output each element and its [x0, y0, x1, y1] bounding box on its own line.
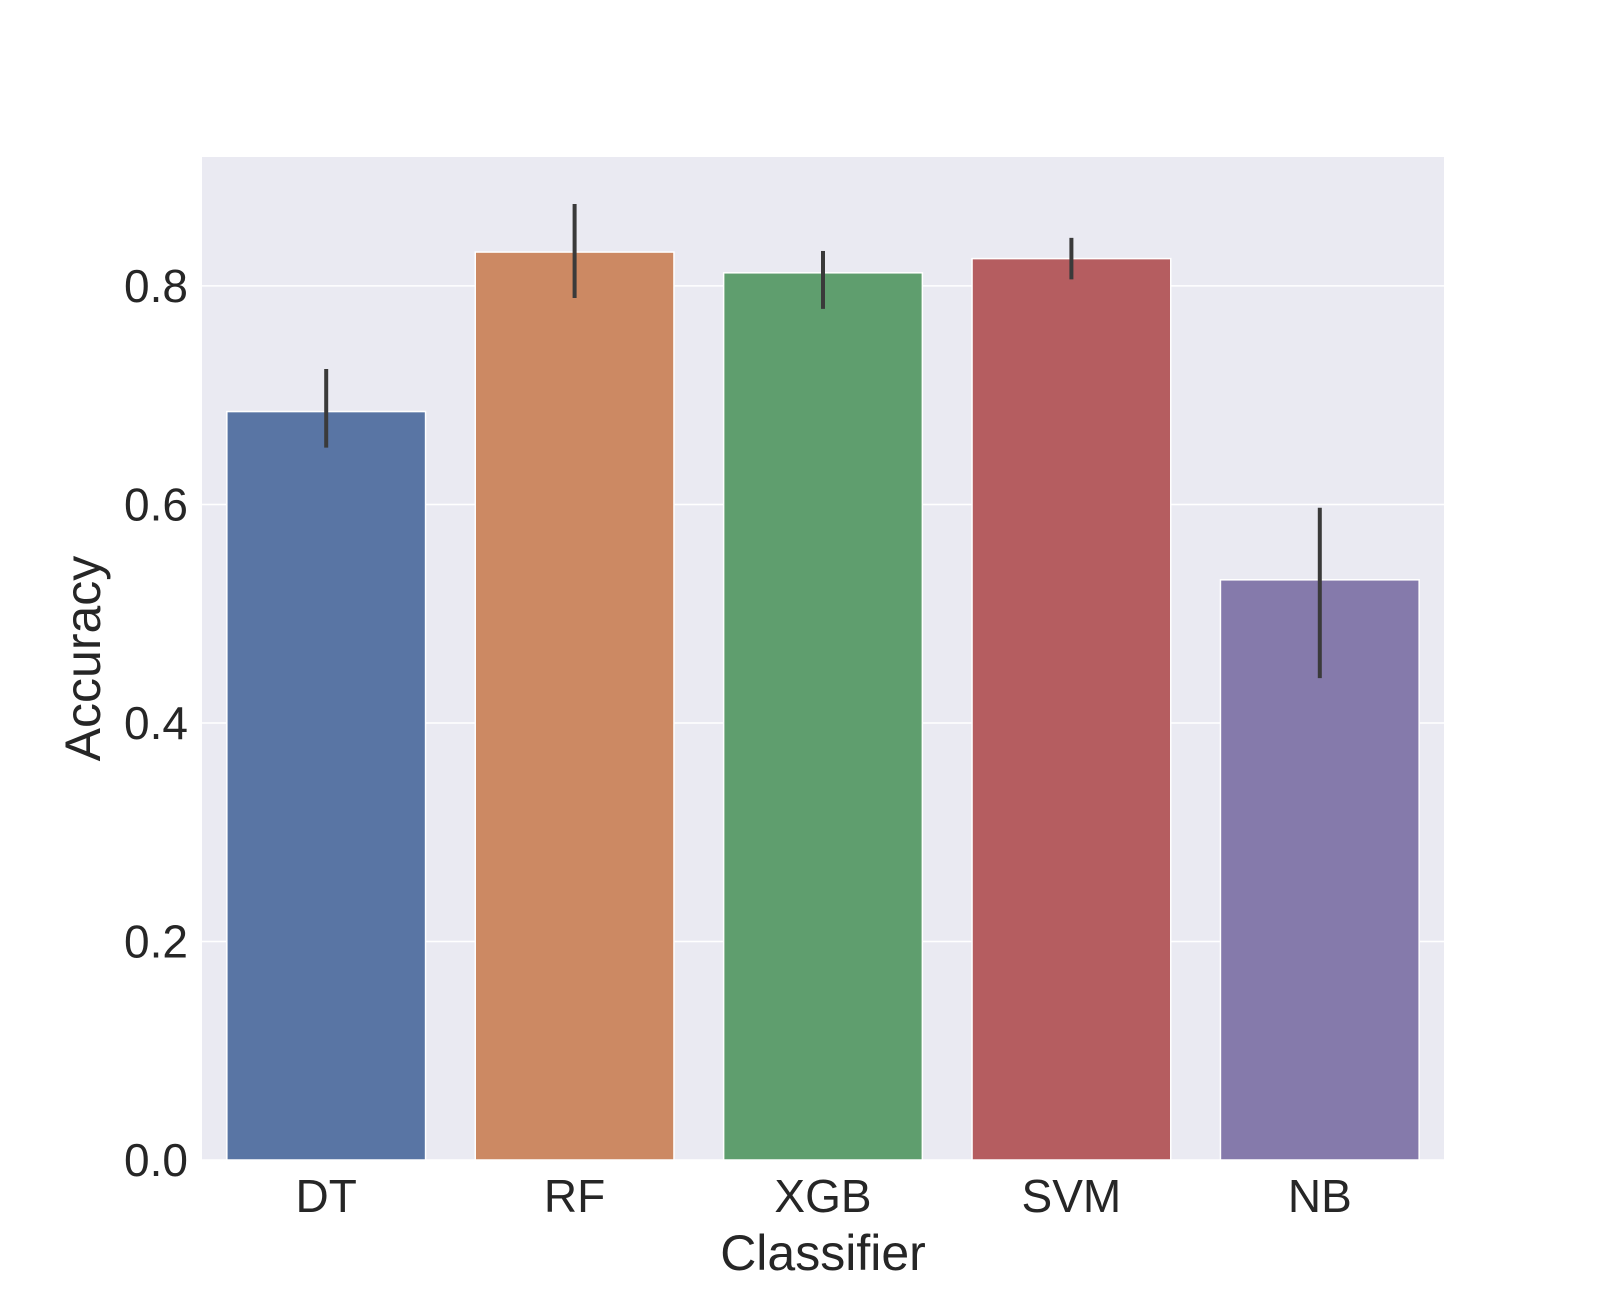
y-tick-label: 0.4 [124, 697, 188, 749]
y-tick-label: 0.0 [124, 1134, 188, 1186]
bar-dt [226, 410, 427, 1161]
bar-svm [971, 257, 1172, 1161]
x-tick-labels: DT RF XGB SVM NB [296, 1170, 1352, 1222]
error-bars [324, 203, 1322, 679]
x-tick-label: RF [544, 1170, 605, 1222]
bar-rf [474, 251, 675, 1161]
y-tick-label: 0.2 [124, 915, 188, 967]
x-axis-title: Classifier [720, 1225, 926, 1281]
x-tick-label: NB [1288, 1170, 1352, 1222]
x-tick-label: XGB [774, 1170, 871, 1222]
y-tick-label: 0.8 [124, 260, 188, 312]
x-tick-label: SVM [1022, 1170, 1122, 1222]
x-tick-label: DT [296, 1170, 357, 1222]
y-axis-title: Accuracy [55, 556, 111, 762]
y-tick-label: 0.6 [124, 478, 188, 530]
bars [226, 251, 1420, 1161]
y-tick-labels: 0.0 0.2 0.4 0.6 0.8 [124, 260, 188, 1186]
bar-xgb [722, 272, 924, 1161]
